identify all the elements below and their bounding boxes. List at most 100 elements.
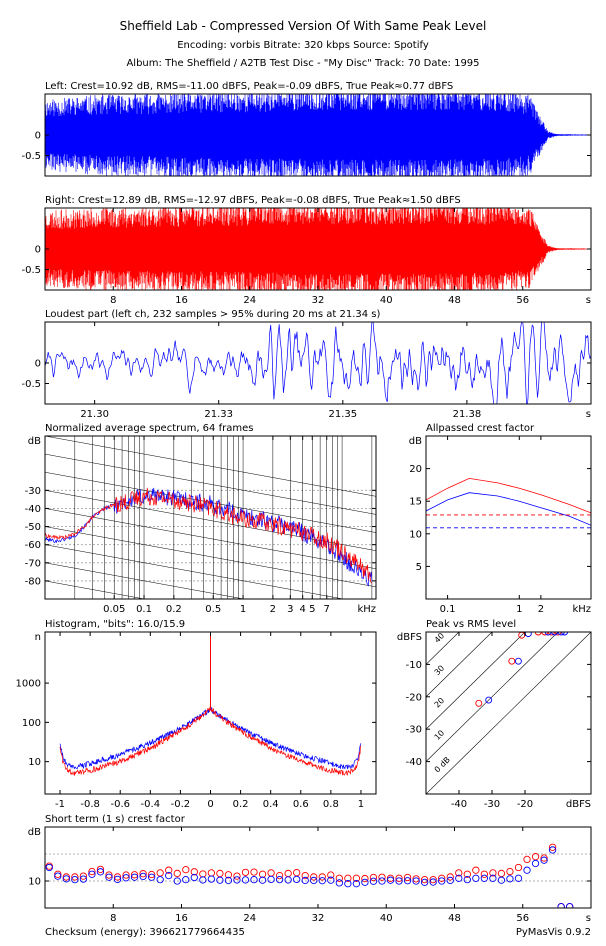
short-term-crest-point: [514, 863, 523, 872]
short-term-crest-point: [420, 876, 429, 884]
short-term-crest-point: [361, 878, 369, 886]
short-term-crest-point: [378, 877, 386, 885]
short-term-crest-point: [455, 874, 463, 882]
short-term-crest-point: [369, 877, 378, 885]
short-term-crest-point: [165, 866, 173, 874]
peak-vs-rms-diagonal-label: 10: [433, 728, 447, 742]
short-term-crest-point: [113, 873, 122, 881]
short-term-crest-xtick-label: 40: [380, 913, 393, 924]
peak-vs-rms-diagonal-label: 20: [433, 696, 447, 710]
right-waveform-ytick-label: -0.5: [21, 265, 41, 276]
peak-vs-rms-crest-line: [426, 632, 559, 763]
short-term-crest-xtick-label: 56: [516, 913, 529, 924]
short-term-crest-point: [122, 871, 130, 879]
short-term-crest-point: [173, 869, 181, 878]
short-term-crest-point: [310, 876, 318, 885]
short-term-crest-point: [438, 874, 446, 882]
avg-spectrum-slope-line: [45, 726, 376, 786]
right-waveform-xtick-label: 48: [448, 295, 461, 306]
histogram-title: Histogram, "bits": 16.0/15.9: [45, 619, 185, 630]
short-term-crest-plot-area: [45, 843, 591, 908]
loudest-part-xtick-label: 21.35: [328, 409, 357, 420]
avg-spectrum-xtick-label: 0.1: [136, 604, 152, 615]
short-term-crest-point: [489, 869, 497, 877]
right-waveform-xtick-label: 24: [243, 295, 256, 306]
short-term-crest-title: Short term (1 s) crest factor: [45, 814, 186, 825]
peak-vs-rms-point: [485, 696, 493, 704]
short-term-crest-point: [190, 868, 198, 876]
short-term-crest-point: [293, 875, 301, 884]
avg-spectrum-ytick-label: -70: [25, 558, 41, 569]
histogram-xtick-label: 0.8: [323, 799, 339, 810]
left-waveform-ytick-label: 0: [35, 131, 41, 142]
allpassed-crest-ytick-label: 20: [409, 464, 422, 475]
histogram-ytick-label: 100: [22, 718, 41, 729]
peak-vs-rms-point: [534, 632, 542, 636]
short-term-crest-point: [96, 868, 105, 876]
short-term-crest-point: [207, 869, 216, 877]
short-term-crest-point: [480, 870, 489, 878]
short-term-crest-point: [352, 874, 361, 882]
short-term-crest-point: [216, 876, 224, 884]
peak-vs-rms-point: [561, 632, 569, 636]
avg-spectrum-ylabel: dB: [28, 436, 41, 447]
short-term-crest-point: [105, 871, 113, 879]
peak-vs-rms-point: [514, 657, 522, 665]
short-term-crest-point: [275, 871, 284, 880]
short-term-crest-point: [250, 868, 258, 876]
peak-vs-rms-point: [544, 632, 552, 636]
loudest-part-xtick-label: 21.33: [204, 409, 233, 420]
peak-vs-rms-diagonal-label: 30: [433, 664, 447, 678]
short-term-crest-point: [472, 866, 480, 874]
histogram-ytick-label: 10: [28, 757, 41, 768]
short-term-crest-point: [429, 878, 437, 886]
report-title: Sheffield Lab - Compressed Version Of Wi…: [120, 19, 487, 33]
short-term-crest-ylabel: dB: [28, 827, 41, 838]
short-term-crest-point: [540, 854, 548, 862]
avg-spectrum-series-0: [45, 487, 373, 587]
allpassed-crest-frame: [425, 435, 592, 600]
short-term-crest-point: [139, 870, 147, 878]
right-waveform-title: Right: Crest=12.89 dB, RMS=-12.97 dBFS, …: [45, 195, 461, 206]
allpassed-crest-xtick-label: 0.1: [440, 604, 456, 615]
avg-spectrum-plot-area: [45, 436, 376, 786]
avg-spectrum-slope-line: [45, 562, 246, 599]
short-term-crest-point: [557, 903, 565, 908]
short-term-crest-point: [182, 866, 190, 874]
loudest-part-xtick-label: 21.38: [453, 409, 482, 420]
short-term-crest-point: [79, 872, 88, 880]
avg-spectrum-slope-line: [45, 526, 376, 588]
short-term-crest-point: [62, 873, 70, 881]
allpassed-crest-ytick-label: 5: [416, 562, 422, 573]
allpassed-crest-panel: Allpassed crest factor 0.1 1 2 5 10 15 20 kHz dB: [409, 423, 592, 615]
short-term-crest-point: [88, 867, 96, 876]
short-term-crest-point: [531, 859, 540, 868]
short-term-crest-point: [71, 873, 79, 881]
short-term-crest-xtick-label: 32: [312, 913, 325, 924]
short-term-crest-point: [514, 874, 523, 882]
short-term-crest-point: [412, 875, 420, 883]
loudest-part-ytick-label: -0.5: [21, 379, 41, 390]
short-term-crest-point: [352, 880, 361, 888]
short-term-crest-point: [216, 869, 224, 878]
version-text: PyMasVis 0.9.2: [516, 927, 591, 938]
avg-spectrum-xtick-label: 2: [270, 604, 276, 615]
short-term-crest-point: [378, 873, 386, 881]
avg-spectrum-xtick-label: 0.05: [103, 604, 125, 615]
avg-spectrum-ytick-label: -60: [25, 540, 41, 551]
short-term-crest-point: [318, 873, 326, 881]
short-term-crest-point: [301, 871, 309, 880]
peak-vs-rms-xtick-label: -40: [451, 799, 467, 810]
short-term-crest-ytick-label: 10: [28, 877, 41, 888]
histogram-xtick-label: 0: [207, 799, 213, 810]
short-term-crest-point: [105, 873, 113, 881]
peak-vs-rms-ytick-label: -10: [406, 660, 422, 671]
left-waveform-ytick-label: -0.5: [21, 151, 41, 162]
right-waveform-xtick-label: 8: [110, 295, 116, 306]
peak-vs-rms-xlabel: dBFS: [566, 799, 591, 810]
avg-spectrum-xtick-label: 3: [287, 604, 293, 615]
left-waveform-title: Left: Crest=10.92 dB, RMS=-11.00 dBFS, P…: [45, 81, 453, 92]
